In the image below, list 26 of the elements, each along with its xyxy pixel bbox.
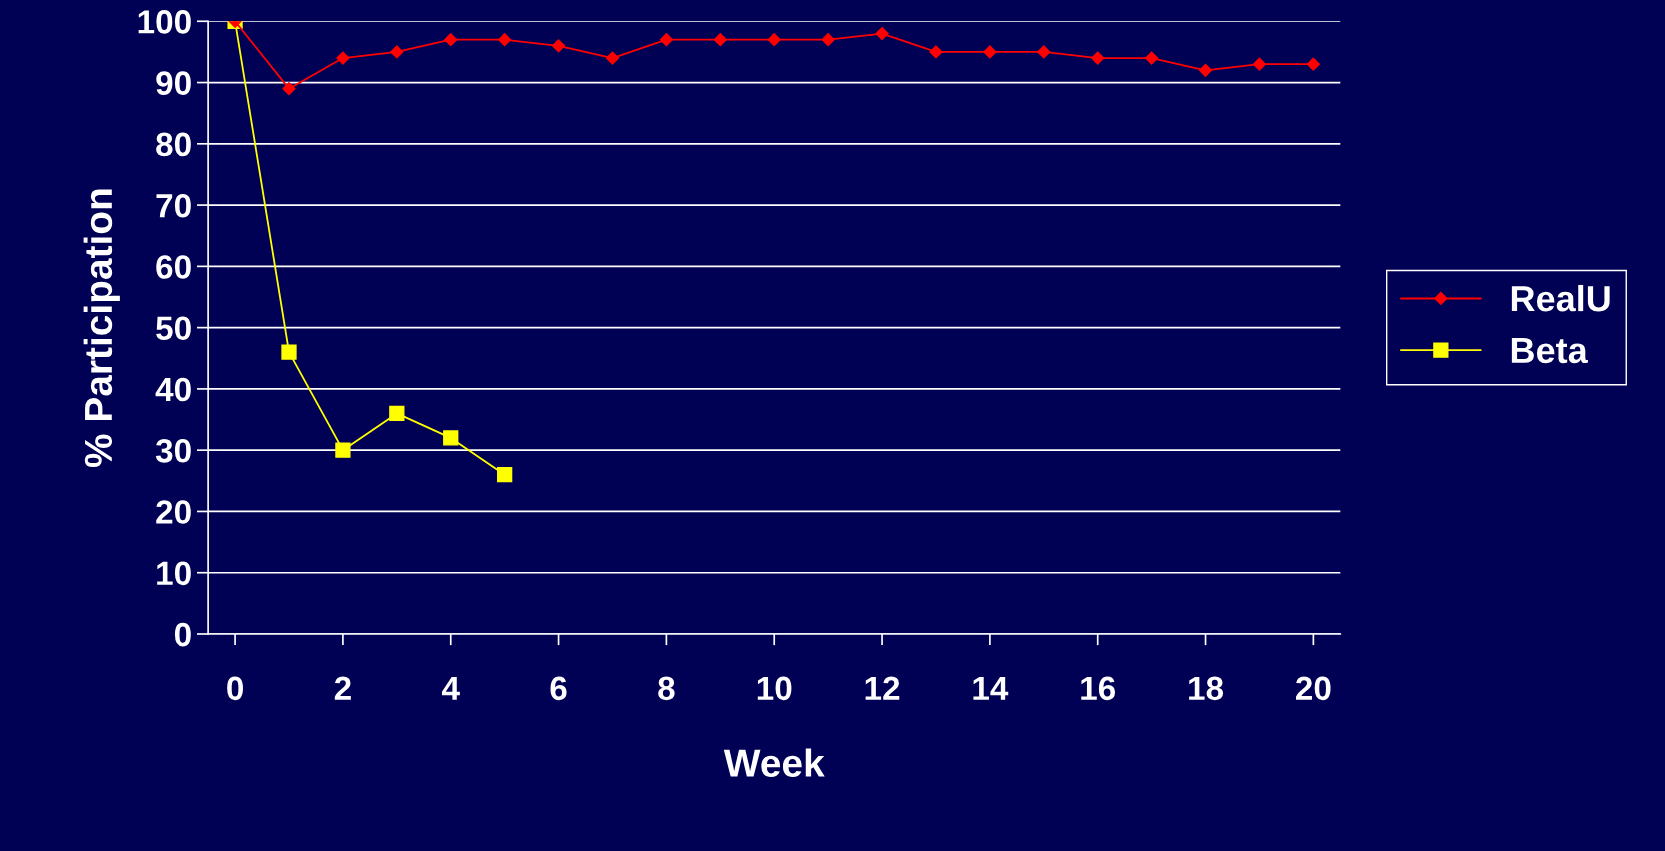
y-tick-label: 80 [156,132,191,157]
x-tick-label: 10 [757,676,792,701]
x-tick-label: 2 [334,676,351,700]
y-tick-label: 10 [157,561,191,586]
x-tick-label: 4 [441,676,460,700]
x-tick-label: 20 [1295,676,1331,701]
y-tick-label: 40 [155,377,191,402]
y-tick-label: 20 [156,500,191,524]
x-tick-label: 8 [658,676,675,701]
x-tick-label: 12 [865,676,900,700]
y-tick-label: 0 [174,622,191,647]
y-tick-label: 50 [156,316,191,341]
y-tick-label: 60 [156,255,191,279]
x-tick-label: 6 [550,676,567,701]
x-tick-label: 14 [973,676,1009,700]
y-axis-title: % Participation [83,189,120,468]
x-tick-label: 18 [1189,676,1224,701]
y-tick-label: 90 [156,71,191,95]
legend-label: RealU [1511,284,1610,312]
x-tick-label: 0 [227,676,243,701]
y-tick-label: 100 [138,10,191,34]
x-tick-label: 16 [1081,676,1116,701]
legend-label: Beta [1511,337,1588,364]
y-tick-label: 30 [155,438,191,463]
x-axis-title: Week [723,748,825,777]
y-tick-label: 70 [156,193,191,218]
